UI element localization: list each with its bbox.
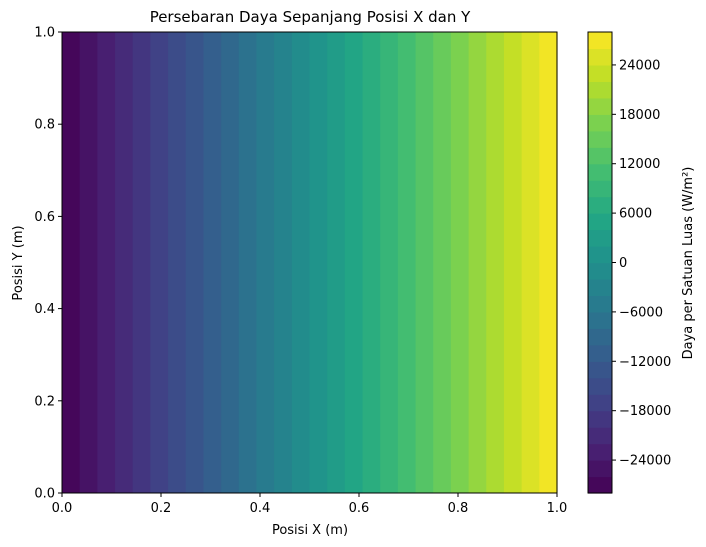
heatmap-band: [397, 32, 417, 493]
heatmap-band: [450, 32, 470, 493]
x-tick-label: 1.0: [547, 501, 568, 516]
heatmap-band: [415, 32, 434, 493]
y-axis: 0.0 0.2 0.4 0.6 0.8 1.0: [34, 26, 62, 502]
heatmap-band: [203, 32, 222, 493]
heatmap-band: [539, 32, 558, 493]
heatmap-band: [327, 32, 346, 493]
colorbar-tick-label: 18000: [619, 108, 660, 123]
colorbar-band: [588, 213, 612, 231]
colorbar-label: Daya per Satuan Luas (W/m²): [681, 167, 696, 360]
colorbar-band: [588, 180, 612, 198]
colorbar-band: [588, 114, 612, 132]
chart-title: Persebaran Daya Sepanjang Posisi X dan Y: [150, 8, 471, 26]
colorbar-tick-label: 0: [619, 256, 627, 271]
heatmap-band: [150, 32, 169, 493]
colorbar-band: [588, 97, 612, 115]
heatmap-band: [62, 32, 81, 493]
heatmap-band: [256, 32, 275, 493]
heatmap-band: [185, 32, 205, 493]
heatmap-band: [274, 32, 293, 493]
colorbar-tick-label: −18000: [619, 404, 671, 419]
heatmap-band: [344, 32, 364, 493]
colorbar-tick-label: 12000: [619, 157, 660, 172]
heatmap-band: [521, 32, 540, 493]
colorbar-tick-label: −6000: [619, 305, 663, 320]
y-tick-label: 0.8: [34, 118, 55, 133]
y-tick-label: 1.0: [34, 26, 55, 41]
colorbar-band: [588, 229, 612, 247]
heatmap-band: [97, 32, 116, 493]
heatmap-band: [362, 32, 381, 493]
colorbar-band: [588, 476, 612, 494]
colorbar-band: [588, 410, 612, 428]
colorbar-band: [588, 443, 612, 461]
colorbar-band: [588, 48, 612, 66]
colorbar-band: [588, 262, 612, 280]
colorbar-band: [588, 64, 612, 82]
heatmap-band: [503, 32, 523, 493]
x-axis: 0.0 0.2 0.4 0.6 0.8 1.0: [52, 493, 568, 516]
heatmap-band: [291, 32, 311, 493]
colorbar-band: [588, 328, 612, 346]
y-tick-label: 0.4: [34, 302, 55, 317]
y-tick-label: 0.0: [34, 487, 55, 502]
heatmap-area: [62, 32, 558, 493]
plot-frame: [61, 31, 558, 494]
colorbar-tick-label: 24000: [619, 58, 660, 73]
colorbar-band: [588, 361, 612, 379]
heatmap-band: [468, 32, 487, 493]
colorbar-band: [588, 394, 612, 412]
heatmap-band: [132, 32, 151, 493]
colorbar-band: [588, 246, 612, 264]
colorbar-band: [588, 377, 612, 395]
colorbar-tick-label: −24000: [619, 454, 671, 469]
colorbar-band: [588, 460, 612, 478]
x-tick-label: 0.0: [52, 501, 73, 516]
colorbar-band: [588, 130, 612, 148]
colorbar-band: [588, 278, 612, 297]
colorbar: [588, 32, 612, 494]
heatmap-band: [168, 32, 187, 493]
colorbar-tick-label: 6000: [619, 207, 652, 222]
colorbar-band: [588, 163, 612, 181]
colorbar-band: [588, 344, 612, 362]
x-tick-label: 0.8: [448, 501, 469, 516]
colorbar-band: [588, 81, 612, 99]
colorbar-tick-label: −12000: [619, 355, 671, 370]
x-tick-label: 0.6: [349, 501, 370, 516]
colorbar-band: [588, 196, 612, 214]
y-tick-label: 0.2: [34, 394, 55, 409]
colorbar-band: [588, 427, 612, 445]
colorbar-axis: −24000 −18000 −12000 −6000 0 6000 12000 18000 24…: [612, 58, 671, 469]
heatmap-band: [486, 32, 505, 493]
x-tick-label: 0.4: [250, 501, 271, 516]
colorbar-band: [588, 311, 612, 329]
colorbar-band: [588, 295, 612, 313]
y-axis-label: Posisi Y (m): [11, 225, 26, 300]
heatmap-band: [380, 32, 399, 493]
y-tick-label: 0.6: [34, 210, 55, 225]
heatmap-band: [433, 32, 452, 493]
colorbar-band: [588, 32, 612, 50]
heatmap-band: [238, 32, 258, 493]
heatmap-band: [309, 32, 328, 493]
heatmap-band: [115, 32, 134, 493]
heatmap-band: [79, 32, 98, 493]
colorbar-band: [588, 147, 612, 165]
x-tick-label: 0.2: [151, 501, 172, 516]
x-axis-label: Posisi X (m): [272, 523, 348, 538]
heatmap-band: [221, 32, 240, 493]
